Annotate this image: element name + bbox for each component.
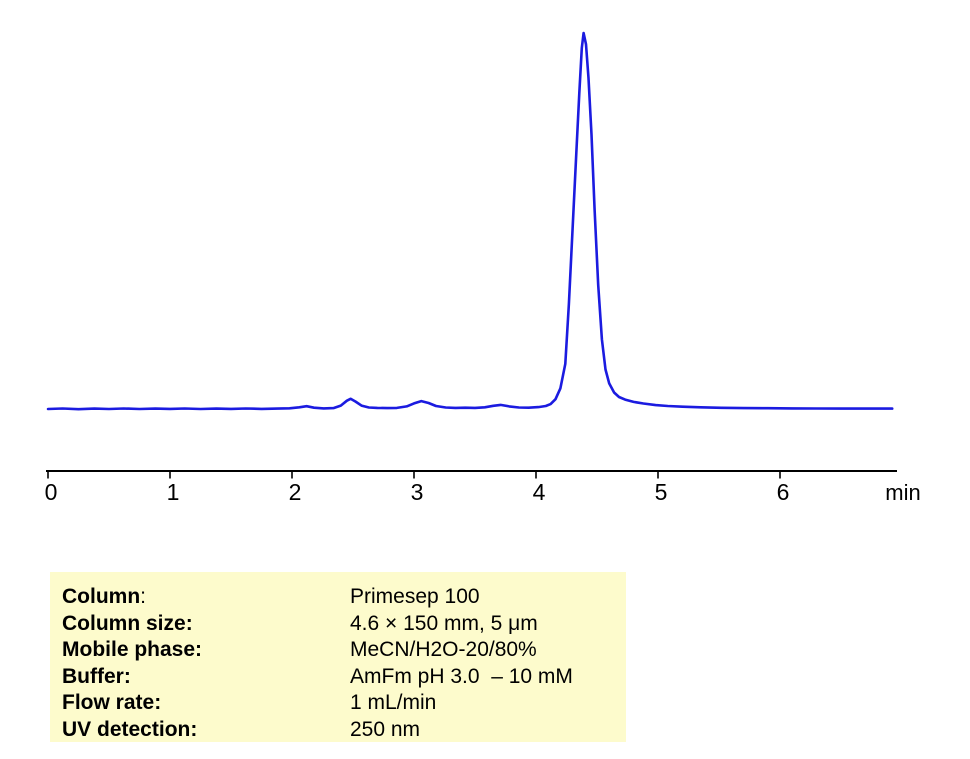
- condition-row-flow-rate: Flow rate: 1 mL/min: [62, 690, 626, 717]
- condition-value: AmFm pH 3.0 – 10 mM: [350, 664, 573, 688]
- chromatogram-plot: 0 1 2 3 4 5 6 min: [45, 31, 921, 505]
- condition-value: 4.6 × 150 mm, 5 μm: [350, 611, 538, 635]
- colon: :: [195, 638, 203, 661]
- colon: :: [140, 585, 146, 608]
- x-tick-label: 4: [533, 479, 546, 505]
- condition-value: 250 nm: [350, 717, 421, 741]
- chromatogram-trace: [46, 31, 894, 411]
- condition-row-column: Column: Primesep 100: [62, 584, 626, 611]
- condition-row-mobile-phase: Mobile phase: MeCN/H2O-20/80%: [62, 637, 626, 664]
- condition-value: 1 mL/min: [350, 691, 437, 714]
- x-tick-label: 0: [45, 479, 58, 505]
- condition-value: MeCN/H2O-20/80%: [350, 638, 537, 661]
- x-axis-tick-labels: 0 1 2 3 4 5 6: [45, 479, 790, 505]
- x-tick-label: 2: [289, 479, 302, 505]
- condition-row-column-size: Column size: 4.6 × 150 mm, 5 μm: [62, 611, 626, 638]
- condition-value: Primesep 100: [350, 585, 480, 608]
- condition-label: Mobile phase:: [62, 638, 203, 661]
- condition-label: Flow rate:: [62, 691, 162, 714]
- x-axis-ticks: [47, 471, 781, 479]
- condition-label: Column:: [62, 585, 146, 608]
- x-tick-label: 5: [655, 479, 668, 505]
- x-tick-label: 3: [411, 479, 424, 505]
- colon: :: [185, 611, 193, 635]
- x-axis-unit-label: min: [885, 480, 920, 505]
- condition-label: Buffer:: [62, 664, 131, 688]
- condition-label: Column size:: [62, 611, 193, 635]
- x-tick-label: 1: [167, 479, 180, 505]
- colon: :: [154, 691, 162, 714]
- conditions-panel: Column: Primesep 100 Column size: 4.6 × …: [50, 572, 626, 742]
- condition-row-uv-detection: UV detection: 250 nm: [62, 717, 626, 744]
- colon: :: [190, 717, 198, 741]
- colon: :: [123, 664, 131, 688]
- x-tick-label: 6: [777, 479, 790, 505]
- condition-row-buffer: Buffer: AmFm pH 3.0 – 10 mM: [62, 664, 626, 691]
- condition-label: UV detection:: [62, 717, 198, 741]
